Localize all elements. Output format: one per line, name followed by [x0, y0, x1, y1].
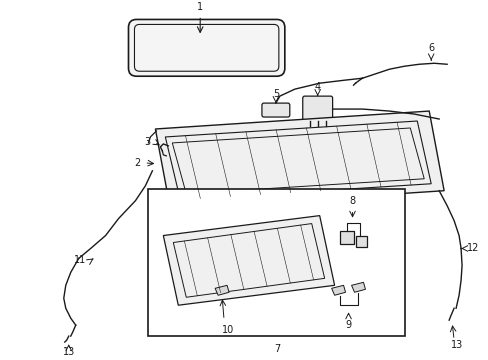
Text: 6: 6 — [427, 43, 433, 53]
Polygon shape — [215, 285, 228, 295]
Text: 13: 13 — [450, 340, 462, 350]
Text: 12: 12 — [466, 243, 478, 253]
Text: 2: 2 — [134, 158, 140, 168]
Text: 8: 8 — [349, 195, 355, 206]
FancyBboxPatch shape — [128, 19, 284, 76]
Text: 4: 4 — [314, 82, 320, 92]
Bar — [339, 230, 353, 244]
Text: 13: 13 — [62, 347, 75, 357]
Text: 9: 9 — [345, 320, 351, 330]
Text: 1: 1 — [197, 3, 203, 13]
FancyBboxPatch shape — [302, 96, 332, 121]
Polygon shape — [331, 285, 345, 295]
Polygon shape — [155, 111, 443, 209]
Bar — [322, 126, 328, 131]
Text: 7: 7 — [273, 344, 280, 354]
Text: 5: 5 — [272, 89, 279, 99]
Text: 11: 11 — [74, 256, 86, 265]
Bar — [355, 235, 366, 247]
Bar — [306, 126, 312, 131]
Polygon shape — [163, 216, 334, 305]
Bar — [148, 189, 405, 336]
FancyBboxPatch shape — [262, 103, 289, 117]
Polygon shape — [351, 282, 365, 292]
Bar — [314, 126, 320, 131]
Text: 3: 3 — [144, 137, 150, 147]
Text: 10: 10 — [222, 325, 234, 335]
